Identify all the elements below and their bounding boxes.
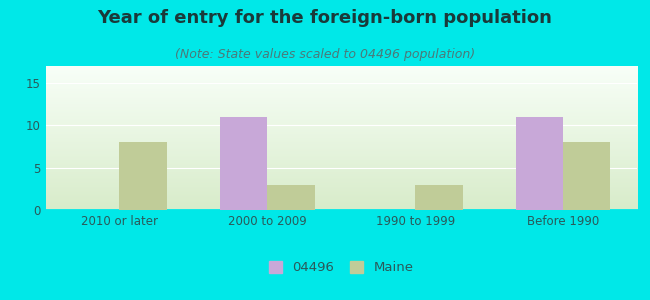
Bar <box>267 184 315 210</box>
Text: Year of entry for the foreign-born population: Year of entry for the foreign-born popul… <box>98 9 552 27</box>
Bar <box>563 142 610 210</box>
Bar <box>515 117 563 210</box>
Bar <box>120 142 167 210</box>
Legend: 04496, Maine: 04496, Maine <box>265 257 418 278</box>
Text: (Note: State values scaled to 04496 population): (Note: State values scaled to 04496 popu… <box>175 48 475 61</box>
Bar <box>220 117 267 210</box>
Bar <box>415 184 463 210</box>
